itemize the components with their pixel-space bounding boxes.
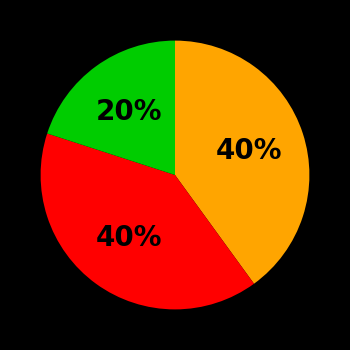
Text: 40%: 40% [96, 224, 162, 252]
Wedge shape [175, 41, 309, 284]
Text: 40%: 40% [216, 137, 282, 165]
Wedge shape [47, 41, 175, 175]
Wedge shape [41, 133, 254, 309]
Text: 20%: 20% [96, 98, 162, 126]
